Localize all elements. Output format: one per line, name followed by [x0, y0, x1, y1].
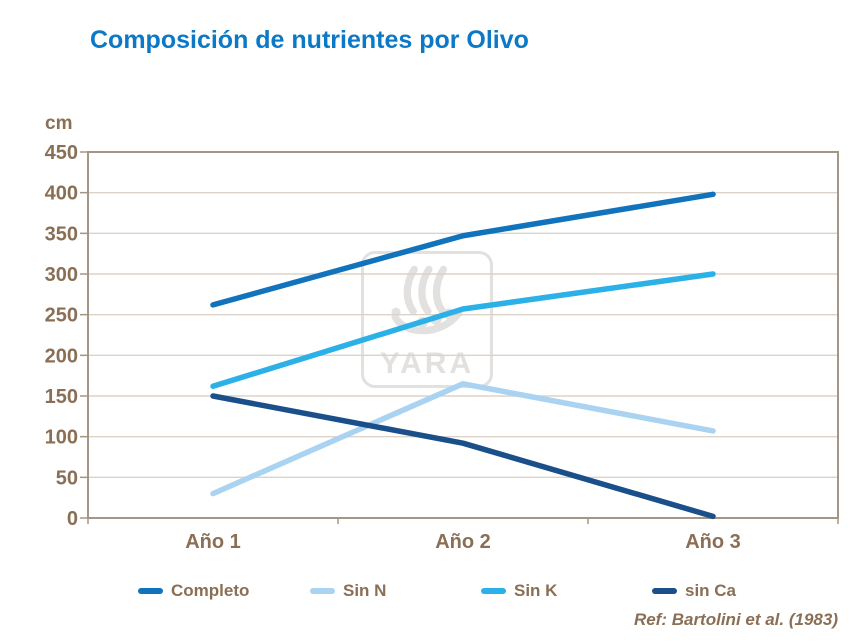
y-tick-label: 450	[45, 142, 78, 164]
series-line-sin-n	[210, 381, 716, 497]
x-tick-label: Año 3	[685, 531, 741, 553]
legend-label-sin-ca: sin Ca	[685, 581, 737, 600]
legend-item-sin-k: Sin K	[481, 581, 557, 601]
x-tick-label: Año 2	[435, 531, 491, 553]
legend-swatch-sin-ca	[652, 588, 677, 594]
x-axis-labels: Año 1 Año 2 Año 3	[185, 531, 741, 553]
y-tick-label: 50	[56, 467, 78, 489]
plot-border	[87, 151, 839, 519]
y-tick-label: 150	[45, 386, 78, 408]
legend-item-sin-n: Sin N	[310, 581, 386, 601]
legend-swatch-completo	[138, 588, 163, 594]
series-line-sin-ca	[210, 393, 716, 520]
chart-legend: Completo Sin N Sin K sin Ca	[0, 581, 855, 603]
chart-title: Composición de nutrientes por Olivo	[90, 26, 529, 54]
legend-label-sin-k: Sin K	[514, 581, 558, 600]
y-tick-label: 250	[45, 305, 78, 327]
reference-citation: Ref: Bartolini et al. (1983)	[633, 610, 838, 629]
y-tick-label: 350	[45, 223, 78, 245]
legend-label-sin-n: Sin N	[343, 581, 387, 600]
watermark: YARA	[361, 251, 493, 388]
y-tick-label: 400	[45, 183, 78, 205]
series-line-completo	[210, 191, 716, 308]
series-line-sin-k	[210, 271, 716, 389]
y-tick-label: 100	[45, 427, 78, 449]
legend-swatch-sin-n	[310, 588, 335, 594]
x-tick-label: Año 1	[185, 531, 241, 553]
legend-label-completo: Completo	[171, 581, 250, 600]
viking-ship-icon	[391, 265, 463, 335]
gridlines	[88, 151, 838, 479]
y-tick-label: 200	[45, 345, 78, 367]
y-tick-label: 0	[67, 508, 78, 530]
watermark-brand-text: YARA	[379, 347, 475, 380]
legend-item-sin-ca: sin Ca	[652, 581, 736, 601]
y-tick-label: 300	[45, 264, 78, 286]
axis-ticks: 0 50 100 150 200 250 300 350 400 450	[45, 142, 839, 530]
y-axis-unit-label: cm	[45, 113, 73, 134]
legend-swatch-sin-k	[481, 588, 506, 594]
legend-item-completo: Completo	[138, 581, 249, 601]
